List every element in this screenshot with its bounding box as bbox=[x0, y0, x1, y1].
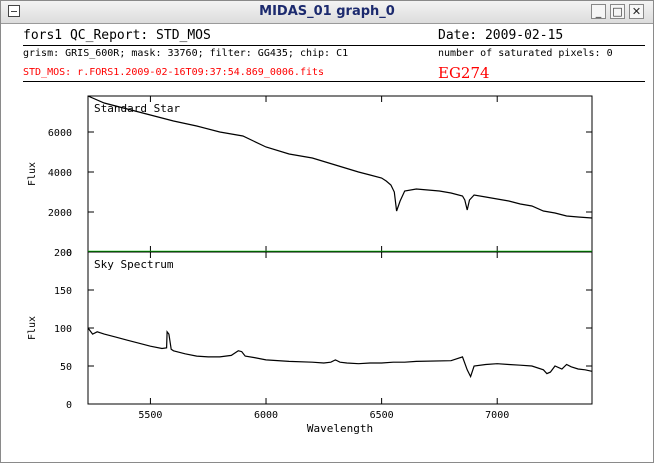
y-tick-label-0: 0 bbox=[66, 248, 72, 259]
window-titlebar[interactable]: MIDAS_01 graph_0 _ □ ✕ bbox=[1, 1, 653, 24]
y-tick-label-0: 2000 bbox=[48, 208, 72, 219]
x-tick-label-1: 6500 bbox=[370, 410, 394, 421]
report-date: Date: 2009-02-15 bbox=[438, 28, 564, 43]
window-menu-icon[interactable] bbox=[8, 5, 20, 17]
header-rule-bottom bbox=[23, 81, 645, 82]
y-tick-label-1: 200 bbox=[54, 248, 72, 259]
series-line-0-0 bbox=[87, 95, 593, 219]
minimize-button[interactable]: _ bbox=[591, 4, 606, 19]
y-tick-label-0: 6000 bbox=[48, 128, 72, 139]
maximize-button[interactable]: □ bbox=[610, 4, 625, 19]
plot-title-1: Sky Spectrum bbox=[94, 258, 174, 271]
y-tick-label-1: 50 bbox=[60, 362, 72, 373]
fits-filename: STD_MOS: r.FORS1.2009-02-16T09:37:54.869… bbox=[23, 67, 325, 78]
object-name: EG274 bbox=[438, 64, 490, 82]
y-axis-label-0: Flux bbox=[27, 162, 38, 186]
report-title: fors1 QC_Report: STD_MOS bbox=[23, 28, 211, 43]
x-tick-label-1: 6000 bbox=[254, 410, 278, 421]
series-line-1-0 bbox=[87, 327, 593, 379]
y-tick-label-1: 100 bbox=[54, 324, 72, 335]
y-tick-label-1: 150 bbox=[54, 286, 72, 297]
x-tick-label-1: 5500 bbox=[138, 410, 162, 421]
x-axis-label-1: Wavelength bbox=[307, 422, 373, 435]
x-tick-label-1: 7000 bbox=[485, 410, 509, 421]
window-title: MIDAS_01 graph_0 bbox=[259, 4, 395, 19]
y-axis-label-1: Flux bbox=[27, 316, 38, 340]
plot-title-0: Standard Star bbox=[94, 102, 180, 115]
header-rule-top bbox=[23, 45, 645, 46]
close-button[interactable]: ✕ bbox=[629, 4, 644, 19]
y-tick-label-1: 0 bbox=[66, 400, 72, 411]
saturated-pixels: number of saturated pixels: 0 bbox=[438, 48, 613, 59]
report-settings: grism: GRIS_600R; mask: 33760; filter: G… bbox=[23, 48, 349, 59]
plot-frame-1 bbox=[87, 251, 593, 405]
plot-frame-0 bbox=[87, 95, 593, 253]
y-tick-label-0: 4000 bbox=[48, 168, 72, 179]
